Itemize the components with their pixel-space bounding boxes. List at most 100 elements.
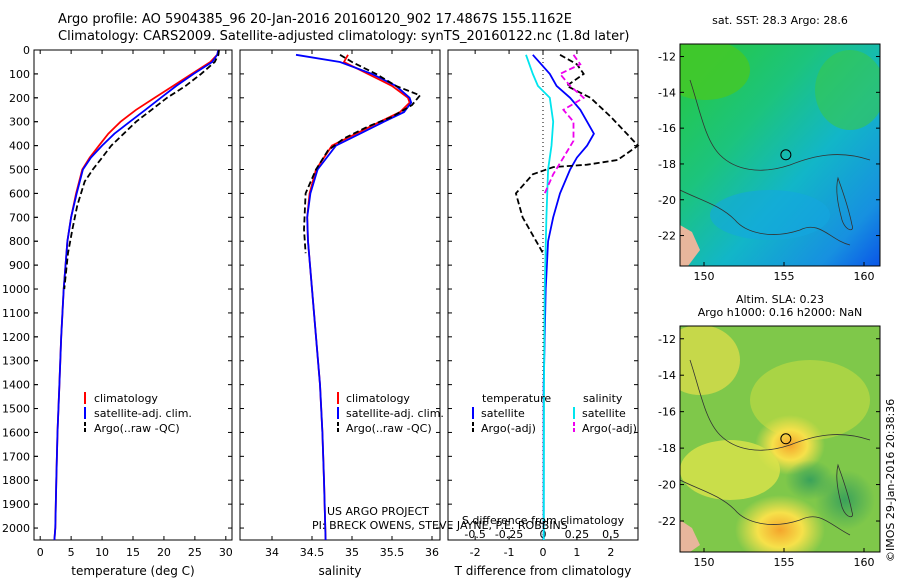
difference-legend: temperature salinity satellite Argo(-adj… [472,392,637,435]
legend-label-sal-argo: Argo(-adj) [582,422,637,435]
legend-header-salinity: salinity [583,392,623,405]
legend-label-climatology: climatology [94,392,158,405]
depth-tick-label: 100 [9,68,30,81]
depth-tick-label: 1700 [2,450,30,463]
plot-title-line2: Climatology: CARS2009. Satellite-adjuste… [58,29,630,44]
top-tick-label: -0.5 [464,528,485,541]
lon-tick-label: 155 [774,556,795,569]
x-tick-label: 0 [37,546,44,559]
sla-map: -12 -14 -16 -18 -20 -22 150 155 160 [658,325,881,569]
sst-warm-patch [680,44,750,100]
x-tick-label: 30 [219,546,233,559]
x-tick-label: 34 [265,546,279,559]
temperature-plot: 0 5 10 15 20 25 30 [34,49,233,559]
lon-tick-label: 155 [774,270,795,283]
s-difference-axis-label: S difference from climatology [462,514,625,527]
legend-label-sal-satellite: satellite [582,407,626,420]
depth-tick-label: 200 [9,92,30,105]
legend-label-argo: Argo(..raw -QC) [346,422,432,435]
sla-map-title: Altim. SLA: 0.23 [735,293,825,306]
sst-map-title: sat. SST: 28.3 Argo: 28.6 [712,14,848,27]
lat-tick-label: -14 [658,369,676,382]
legend-label-satellite: satellite-adj. clim. [346,407,444,420]
series-line-salinity-argo-adj- [543,54,586,194]
float-position-marker [780,433,792,445]
bathymetry-contour [680,189,851,246]
float-position-marker [780,149,792,161]
depth-tick-label: 2000 [2,522,30,535]
top-tick-label: 0.25 [565,528,590,541]
x-tick-label: 35.5 [380,546,405,559]
salinity-legend: climatology satellite-adj. clim. Argo(..… [337,392,444,435]
depth-tick-label: 1300 [2,355,30,368]
x-tick-label: -2 [470,546,481,559]
depth-tick-label: 400 [9,140,30,153]
depth-tick-label: 1200 [2,331,30,344]
salinity-panel [239,49,441,541]
project-name: US ARGO PROJECT [327,505,429,518]
lon-tick-label: 150 [694,270,715,283]
sla-high-patch [735,495,825,552]
depth-tick-label: 800 [9,235,30,248]
bathymetry-contour [689,359,871,451]
x-tick-label: 2 [607,546,614,559]
salinity-axis-label: salinity [318,564,361,578]
lat-tick-label: -14 [658,86,676,99]
x-tick-label: 5 [68,546,75,559]
x-tick-label: 1 [573,546,580,559]
temperature-axis-label: temperature (deg C) [71,564,194,578]
sla-patch [680,326,740,395]
depth-tick-label: 1800 [2,474,30,487]
series-line-temperature-argo-adj- [514,54,640,254]
legend-label-argo: Argo(..raw -QC) [94,422,180,435]
depth-tick-label: 700 [9,211,30,224]
legend-label-satellite: satellite-adj. clim. [94,407,192,420]
sst-map: -12 -14 -16 -18 -20 -22 150 155 160 [658,43,881,283]
lat-tick-label: -20 [658,479,676,492]
bathymetry-contour [680,479,851,536]
depth-tick-label: 600 [9,187,30,200]
legend-label-temp-satellite: satellite [481,407,525,420]
legend-label-temp-argo: Argo(-adj) [481,422,536,435]
salinity-plot: 34 34.5 35 35.5 36 [240,49,440,559]
difference-plot: -2-10 1 2-0.5-0.2500.250.5 [448,49,640,559]
land-mass [680,225,700,266]
lat-tick-label: -18 [658,442,676,455]
x-tick-label: 15 [126,546,140,559]
temperature-legend: climatology satellite-adj. clim. Argo(..… [84,392,192,435]
series-line-temperature-satellite [532,54,595,540]
lat-tick-label: -20 [658,194,676,207]
sla-map-axes: -12 -14 -16 -18 -20 -22 150 155 160 [658,333,880,569]
depth-tick-label: 1900 [2,498,30,511]
lat-tick-label: -12 [658,333,676,346]
depth-axis: 0 100 200 300 400 500 600 700 800 900 1000 1100 1200… [2,44,38,535]
legend-header-temperature: temperature [482,392,551,405]
top-tick-label: -0.25 [495,528,523,541]
bathymetry-contour [836,463,853,518]
lat-tick-label: -22 [658,230,676,243]
top-tick-label: 0.5 [602,528,620,541]
lon-tick-label: 160 [854,270,875,283]
x-tick-label: -1 [504,546,515,559]
x-tick-label: 36 [425,546,439,559]
project-pi: PI: BRECK OWENS, STEVE JAYNE, P.E. ROBBI… [312,519,568,532]
t-difference-axis-label: T difference from climatology [454,564,632,578]
depth-tick-label: 300 [9,116,30,129]
sst-warm-patch [815,50,880,130]
lat-tick-label: -16 [658,122,676,135]
series-line-satellite-adj-clim- [53,49,220,541]
sla-low-patch [785,460,835,500]
x-tick-label: 25 [188,546,202,559]
series-line-satellite-adj-clim- [295,53,413,541]
depth-tick-label: 1400 [2,379,30,392]
depth-tick-label: 1600 [2,426,30,439]
x-tick-label: 34.5 [300,546,325,559]
depth-tick-label: 0 [23,44,30,57]
x-tick-label: 20 [157,546,171,559]
series-line-salinity-satellite [525,54,555,541]
series-line-argo-raw-qc- [63,49,220,290]
sst-map-axes: -12 -14 -16 -18 -20 -22 150 155 160 [658,51,880,283]
lat-tick-label: -18 [658,158,676,171]
x-tick-label: 35 [345,546,359,559]
